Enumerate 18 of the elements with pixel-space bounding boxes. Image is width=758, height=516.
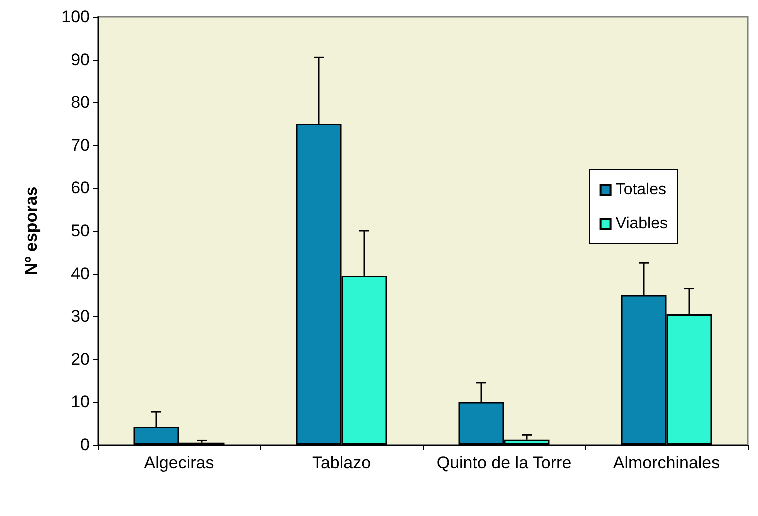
x-tick-label: Tablazo [312, 454, 372, 472]
legend-label: Viables [616, 216, 668, 232]
x-tick-label: Algeciras [144, 454, 214, 472]
y-tick-label: 10 [71, 392, 90, 412]
y-tick-label: 50 [71, 222, 90, 240]
x-tick-label: Almorchinales [613, 454, 720, 472]
y-tick-label: 90 [71, 50, 90, 70]
y-tick-label: 80 [71, 93, 90, 112]
legend-label: Totales [616, 182, 667, 198]
y-tick-label: 40 [71, 264, 90, 284]
y-tick-label: 20 [71, 350, 90, 369]
y-tick-label: 100 [62, 8, 90, 26]
y-tick-label: 30 [71, 307, 90, 326]
y-tick-label: 70 [71, 136, 90, 155]
x-tick-label: Quinto de la Torre [436, 454, 572, 472]
y-axis-title: Nº esporas [22, 186, 41, 276]
y-tick-label: 60 [71, 178, 90, 198]
y-tick-label: 0 [80, 436, 90, 454]
